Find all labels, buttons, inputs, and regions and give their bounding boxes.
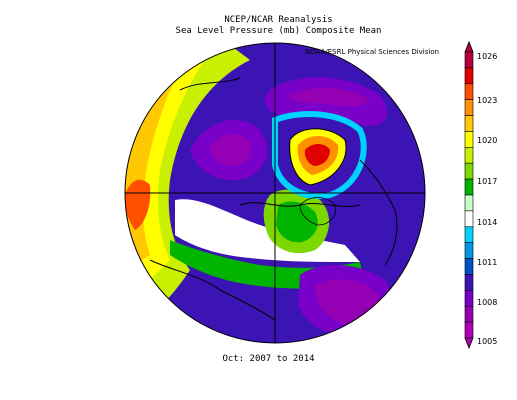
colorbar-swatch xyxy=(464,147,474,164)
colorbar-label: 1005 xyxy=(477,337,498,346)
colorbar-label: 1008 xyxy=(477,298,498,307)
colorbar-swatch xyxy=(464,321,474,339)
colorbar-arrow-top xyxy=(464,40,474,53)
colorbar-swatch xyxy=(464,258,474,275)
credit-text: NOAA/ESRL Physical Sciences Division xyxy=(305,48,440,56)
colorbar-swatch xyxy=(464,242,474,259)
colorbar-swatch xyxy=(464,131,474,148)
colorbar-swatch xyxy=(464,274,474,291)
colorbar-swatch xyxy=(464,305,474,323)
colorbar-swatch xyxy=(464,290,474,307)
colorbar-swatch xyxy=(464,67,474,85)
colorbar-swatch xyxy=(464,115,474,132)
colorbar-label: 1014 xyxy=(477,218,498,227)
colorbar-arrow-bottom xyxy=(464,337,474,350)
colorbar-label: 1020 xyxy=(477,136,498,145)
colorbar-swatch xyxy=(464,178,474,196)
map-title-line2: Sea Level Pressure (mb) Composite Mean xyxy=(175,26,382,36)
colorbar-swatch xyxy=(464,99,474,116)
colorbar-swatch xyxy=(464,162,474,180)
colorbar-label: 1017 xyxy=(477,177,498,186)
pressure-field xyxy=(125,43,425,343)
period-label: Oct: 2007 to 2014 xyxy=(222,354,315,364)
colorbar-label: 1026 xyxy=(477,52,498,61)
colorbar-label: 1023 xyxy=(477,96,498,105)
colorbar-swatch xyxy=(464,226,474,243)
colorbar-swatch xyxy=(464,210,474,228)
colorbar xyxy=(464,40,474,350)
colorbar-swatch xyxy=(464,51,474,69)
map-title-line1: NCEP/NCAR Reanalysis xyxy=(224,15,333,25)
colorbar-swatch xyxy=(464,83,474,100)
colorbar-label: 1011 xyxy=(477,258,498,267)
colorbar-swatch xyxy=(464,194,474,212)
